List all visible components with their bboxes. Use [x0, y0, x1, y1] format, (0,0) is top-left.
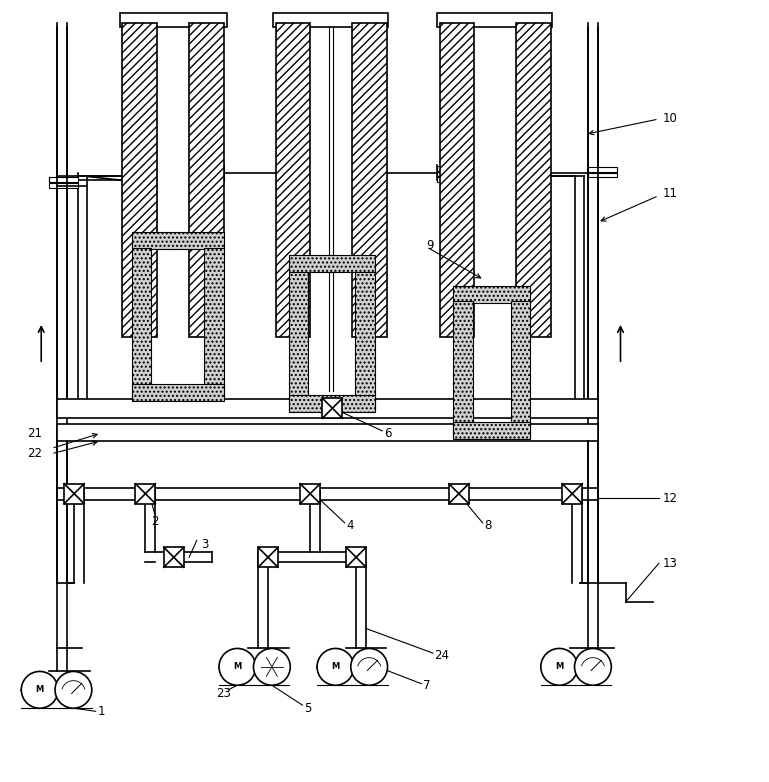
Bar [516, 23, 551, 337]
Bar [437, 178, 466, 182]
Text: 21: 21 [28, 427, 42, 439]
Bar [195, 167, 224, 171]
Bar [135, 484, 155, 504]
Text: M: M [35, 685, 44, 694]
Bar [322, 398, 342, 418]
Bar [274, 13, 388, 27]
Bar [288, 395, 375, 411]
Bar [189, 23, 224, 337]
Bar [588, 173, 617, 178]
Text: 8: 8 [484, 518, 491, 532]
Bar [454, 421, 530, 439]
Bar [300, 484, 320, 504]
Bar [276, 23, 310, 337]
Bar [164, 547, 184, 567]
Bar [440, 23, 474, 337]
Bar [195, 172, 224, 177]
Text: 5: 5 [305, 702, 311, 716]
Bar [288, 264, 308, 410]
Text: 9: 9 [427, 239, 434, 252]
Text: 1: 1 [97, 705, 105, 718]
Text: 12: 12 [663, 492, 677, 504]
Bar [131, 232, 224, 249]
Circle shape [55, 672, 92, 708]
Circle shape [317, 648, 354, 685]
Bar [449, 484, 469, 504]
Text: 22: 22 [28, 447, 42, 461]
Text: M: M [233, 662, 241, 671]
Text: 13: 13 [663, 557, 677, 570]
Text: 4: 4 [346, 518, 354, 532]
Bar [49, 183, 78, 188]
Circle shape [219, 648, 256, 685]
Bar [205, 248, 224, 399]
Bar [355, 264, 375, 410]
Bar [346, 547, 366, 567]
Bar [65, 484, 84, 504]
Text: 23: 23 [216, 687, 231, 700]
Bar [437, 172, 466, 177]
Circle shape [254, 648, 290, 685]
Text: 11: 11 [663, 187, 677, 200]
Bar [131, 384, 224, 401]
Bar [454, 301, 473, 437]
Bar [288, 256, 375, 272]
Bar [454, 286, 530, 303]
Bar [562, 484, 582, 504]
Text: 24: 24 [434, 649, 449, 662]
Bar [57, 424, 598, 441]
Bar [122, 23, 157, 337]
Text: 7: 7 [423, 680, 431, 693]
Text: M: M [331, 662, 340, 671]
Bar [438, 13, 552, 27]
Bar [588, 167, 617, 172]
Bar [437, 167, 466, 171]
Text: 3: 3 [201, 538, 208, 551]
Text: 10: 10 [663, 113, 677, 125]
Circle shape [351, 648, 388, 685]
Bar [258, 547, 278, 567]
Text: 6: 6 [384, 427, 392, 439]
Bar [352, 23, 387, 337]
Bar [57, 399, 598, 418]
Text: 2: 2 [151, 515, 158, 528]
Bar [120, 13, 228, 27]
Bar [131, 248, 151, 399]
Circle shape [574, 648, 611, 685]
Bar [195, 178, 224, 182]
Bar [49, 178, 78, 182]
Bar [57, 487, 598, 500]
Bar [511, 301, 530, 437]
Circle shape [22, 672, 58, 708]
Circle shape [541, 648, 578, 685]
Text: M: M [555, 662, 564, 671]
